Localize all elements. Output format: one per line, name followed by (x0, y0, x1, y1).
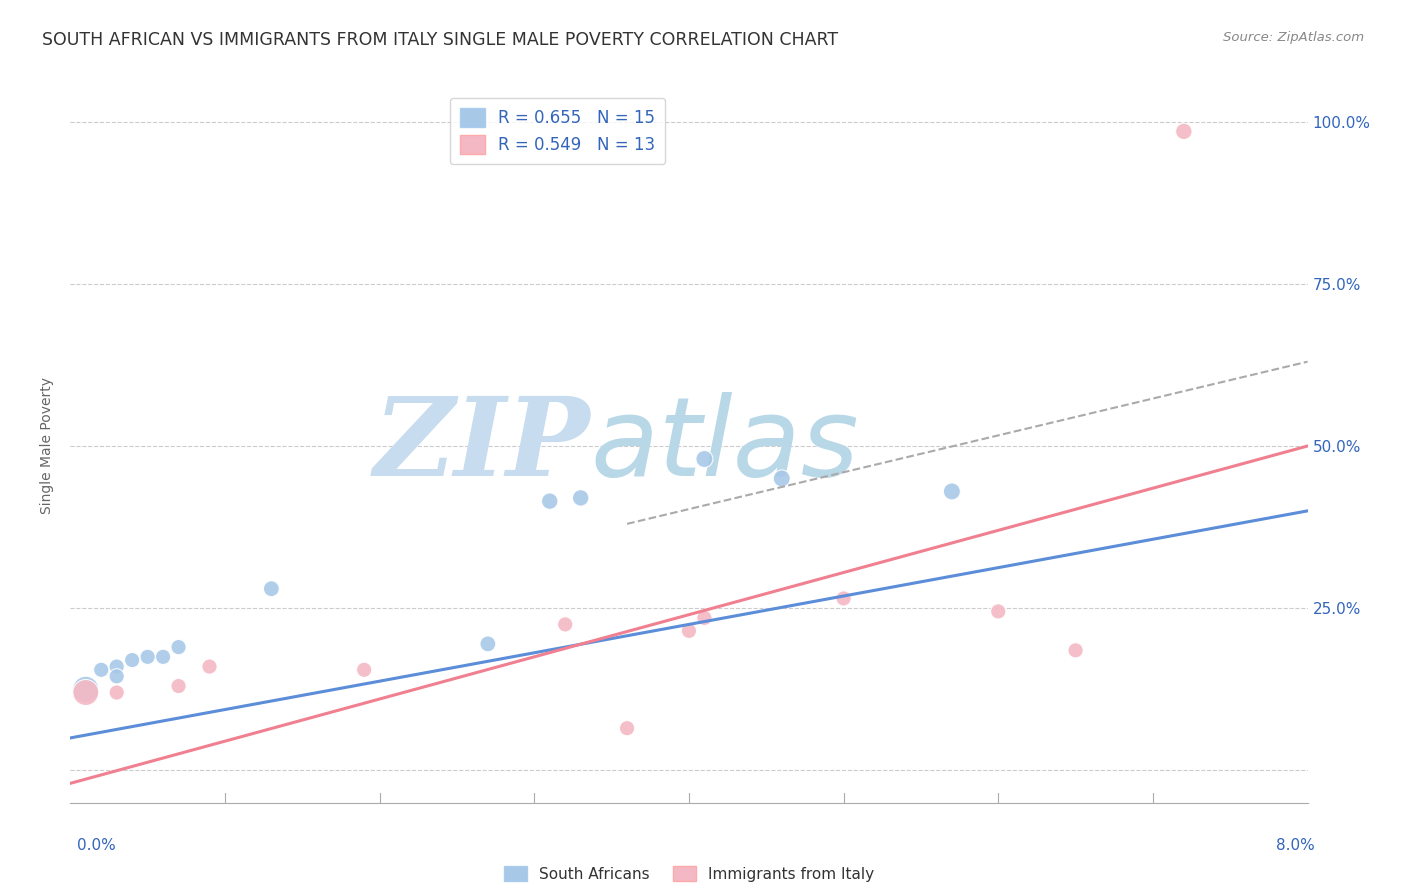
Text: Source: ZipAtlas.com: Source: ZipAtlas.com (1223, 31, 1364, 45)
Point (770, 471, 793, 485)
Point (90, 663, 112, 677)
Point (477, 637, 499, 651)
Point (538, 494, 561, 508)
Point (152, 649, 174, 664)
Point (941, 484, 963, 499)
Point (75, 682, 97, 697)
Point (260, 582, 283, 596)
Point (105, 659, 128, 673)
Point (693, 611, 716, 625)
Point (693, 452, 716, 467)
Point (105, 669, 128, 683)
Point (569, 491, 592, 505)
Legend: South Africans, Immigrants from Italy: South Africans, Immigrants from Italy (498, 860, 880, 888)
Point (167, 679, 190, 693)
Text: SOUTH AFRICAN VS IMMIGRANTS FROM ITALY SINGLE MALE POVERTY CORRELATION CHART: SOUTH AFRICAN VS IMMIGRANTS FROM ITALY S… (42, 31, 838, 49)
Text: 0.0%: 0.0% (77, 838, 117, 854)
Point (616, 721, 638, 735)
Text: 8.0%: 8.0% (1275, 838, 1315, 854)
Text: ZIP: ZIP (374, 392, 591, 500)
Text: atlas: atlas (591, 392, 859, 500)
Point (105, 685, 128, 699)
Point (678, 624, 700, 638)
Point (353, 663, 375, 677)
Point (136, 649, 159, 664)
Point (75, 685, 97, 699)
Point (1064, 643, 1087, 657)
Point (1173, 124, 1195, 138)
Point (832, 591, 855, 606)
Y-axis label: Single Male Poverty: Single Male Poverty (41, 377, 55, 515)
Point (987, 604, 1010, 618)
Point (198, 659, 221, 673)
Point (554, 617, 576, 632)
Point (121, 653, 143, 667)
Point (167, 640, 190, 654)
